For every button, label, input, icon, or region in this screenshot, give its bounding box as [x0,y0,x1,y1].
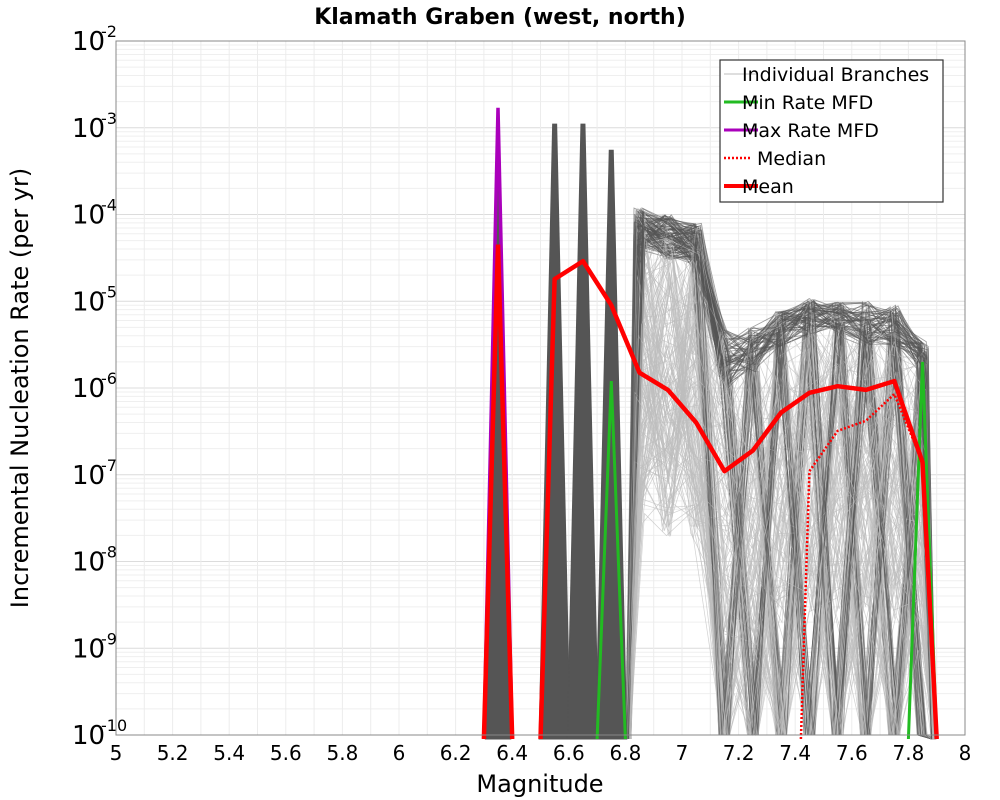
branch-line [627,324,933,740]
x-tick-label: 5 [110,741,123,765]
x-tick-label: 6 [393,741,406,765]
x-tick-label: 6.4 [496,741,528,765]
legend-label-branches: Individual Branches [742,64,929,86]
mean-line [481,244,515,740]
y-axis-label: Incremental Nucleation Rate (per yr) [6,168,34,608]
y-tick-label: 10 [72,461,105,491]
x-tick-label: 6.2 [440,741,472,765]
legend-label-max: Max Rate MFD [742,120,879,142]
y-tick-exponent: -2 [101,22,117,41]
branch-line [627,237,934,740]
y-tick-label: 10 [72,374,105,404]
x-tick-label: 7.2 [723,741,755,765]
branch-line [628,270,934,740]
legend-label-mean: Mean [742,176,794,198]
x-tick-label: 7 [676,741,689,765]
branch-line [627,236,933,740]
legend: Individual Branches Min Rate MFD Max Rate … [719,59,944,203]
branch-spike [566,123,600,740]
mean-line [538,258,939,740]
plot-frame [115,40,966,736]
x-tick-label: 7.8 [892,741,924,765]
y-tick-exponent: -7 [101,456,117,475]
y-tick-label: 10 [72,114,105,144]
branch-line [626,258,934,740]
y-tick-label: 10 [72,287,105,317]
y-tick-label: 10 [72,721,105,751]
y-tick-exponent: -4 [101,196,117,215]
branch-line [627,335,935,740]
x-axis-label: Magnitude [476,770,603,798]
branch-line [625,216,932,740]
legend-label-min: Min Rate MFD [742,92,873,114]
x-tick-labels: 5 5.2 5.4 5.6 5.8 6 6.2 6.4 6.6 6.8 7 7.2 7.4 7.6 7.8 8 [110,741,972,765]
branch-line [626,214,933,740]
y-tick-exponent: -3 [101,109,117,128]
x-tick-label: 6.6 [553,741,585,765]
branch-line [630,221,933,740]
y-tick-label: 10 [72,27,105,57]
x-tick-label: 7.6 [836,741,868,765]
y-tick-label: 10 [72,201,105,231]
branch-line [629,237,932,740]
x-tick-label: 5.8 [326,741,358,765]
y-tick-exponent: -6 [101,369,117,388]
y-tick-exponent: -8 [101,543,117,562]
x-tick-label: 5.4 [213,741,245,765]
y-tick-label: 10 [72,548,105,578]
chart-title: Klamath Graben (west, north) [314,5,686,30]
min-rate-line [595,381,627,740]
legend-label-median: Median [757,148,826,170]
branch-line [630,285,934,740]
y-tick-exponent: -9 [101,629,117,648]
branch-line [625,247,934,740]
branch-line [626,215,932,740]
x-tick-label: 5.2 [157,741,189,765]
branch-line [627,231,932,740]
branch-line [627,211,935,740]
y-tick-label: 10 [72,634,105,664]
x-tick-label: 7.4 [779,741,811,765]
y-tick-exponent: -10 [101,716,127,735]
y-tick-exponent: -5 [101,282,117,301]
branch-line [625,315,933,740]
series-lines [481,107,939,740]
x-tick-label: 8 [959,741,972,765]
x-tick-label: 5.6 [270,741,302,765]
branch-line [627,207,933,740]
x-tick-label: 6.8 [609,741,641,765]
branch-line [627,281,934,740]
branch-line [627,223,935,740]
